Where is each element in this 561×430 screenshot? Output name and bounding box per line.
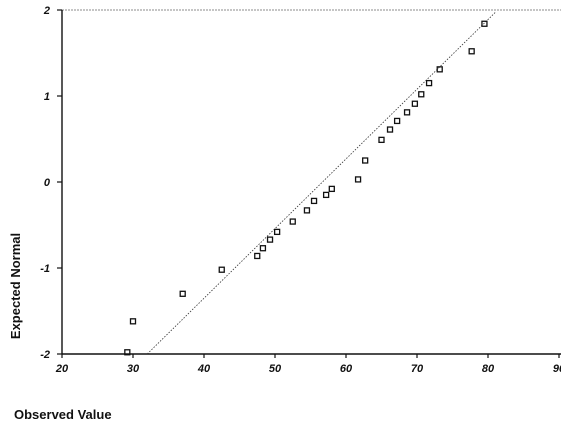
data-point	[124, 349, 131, 356]
data-point	[218, 266, 225, 273]
x-tick-label: 70	[411, 363, 424, 375]
normal-reference-line	[146, 12, 496, 355]
data-point	[378, 136, 385, 144]
data-point	[322, 191, 330, 199]
data-point	[354, 176, 362, 183]
data-point	[481, 20, 488, 27]
data-point	[179, 290, 186, 297]
data-point	[468, 48, 475, 55]
data-point	[259, 245, 267, 252]
y-tick-label: -2	[40, 349, 50, 361]
y-tick-label: 2	[43, 5, 50, 17]
x-tick-label: 30	[127, 363, 140, 375]
data-point	[386, 126, 394, 133]
x-tick-label: 90	[553, 363, 561, 375]
data-point	[403, 109, 411, 116]
data-point	[303, 207, 311, 214]
data-point	[328, 185, 335, 193]
axis-ticks-layer: 20 30 40 50 60 70 80 90 2 1 0 -1 -2	[40, 5, 561, 375]
y-tick-label: -1	[40, 263, 50, 275]
data-point	[129, 318, 137, 325]
data-point	[436, 66, 443, 73]
data-point	[273, 228, 281, 236]
data-point	[425, 79, 433, 87]
data-point	[266, 236, 274, 243]
x-tick-label: 40	[197, 363, 211, 375]
data-point	[418, 91, 425, 98]
y-tick-label: 0	[44, 177, 51, 189]
y-axis-title: Expected Normal	[8, 233, 23, 339]
x-tick-label: 80	[482, 363, 495, 375]
data-point	[362, 157, 369, 164]
plot-frame	[61, 9, 561, 355]
y-tick-label: 1	[44, 91, 50, 103]
data-point	[254, 252, 261, 260]
x-tick-label: 20	[55, 363, 69, 375]
data-point	[289, 218, 296, 225]
data-point	[393, 117, 401, 125]
data-point	[411, 100, 419, 107]
reference-line-layer	[146, 12, 496, 355]
data-points-layer	[124, 20, 488, 356]
x-tick-label: 50	[269, 363, 282, 375]
data-point	[310, 197, 318, 205]
x-axis-title: Observed Value	[14, 407, 112, 422]
x-tick-label: 60	[340, 363, 353, 375]
